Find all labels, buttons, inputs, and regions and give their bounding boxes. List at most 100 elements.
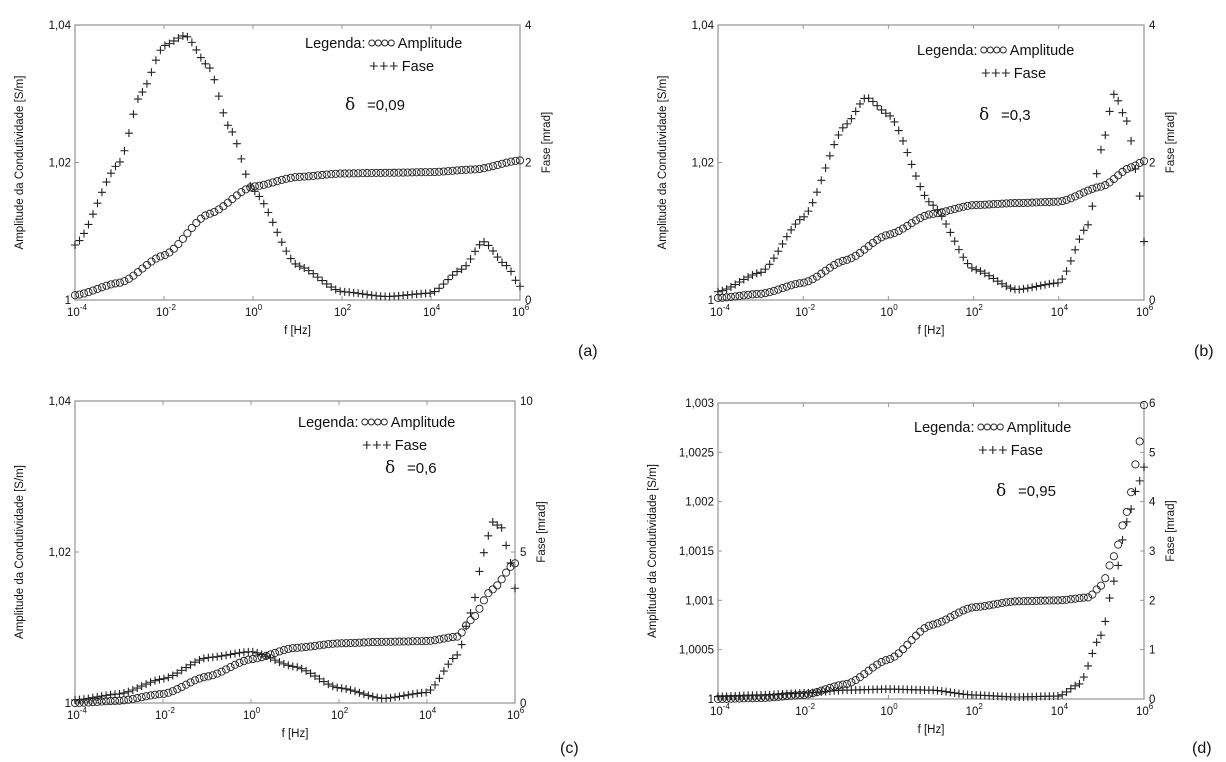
fase-marker [817,176,826,185]
legend-fase-marker [389,62,398,70]
x-axis-label: f [Hz] [918,724,945,736]
fase-marker [228,127,237,136]
fase-marker [954,689,963,698]
amplitude-marker [744,290,753,299]
amplitude-marker [422,637,431,646]
fase-marker [214,92,223,101]
y-right-tick-label: 4 [1149,497,1156,509]
fase-marker [821,163,830,172]
fase-marker [1066,684,1075,693]
fase-marker [453,267,462,276]
legend-fase-marker [382,441,391,449]
legend-fase-label: Fase [395,438,427,454]
fase-marker [142,680,151,689]
fase-marker [899,136,908,145]
y-right-tick-label: 4 [1149,20,1156,32]
amplitude-marker [1062,195,1071,204]
amplitude-marker [959,202,968,211]
amplitude-marker [277,175,286,184]
fase-marker [97,692,106,701]
y-right-tick-label: 6 [1149,398,1155,410]
fase-marker [386,693,395,702]
fase-marker [319,677,328,686]
fase-marker [475,240,484,249]
fase-marker [439,667,448,676]
fase-marker [327,283,336,292]
amplitude-marker [381,168,390,177]
fase-marker [1118,108,1127,117]
y-left-tick-label: 1 [708,295,714,307]
fase-marker [511,584,519,593]
x-tick-label: 106 [507,706,525,722]
amplitude-marker [417,168,426,177]
amplitude-marker [430,167,439,177]
amplitude-marker [488,162,498,171]
amplitude-marker [430,636,440,645]
amplitude-marker [903,221,912,230]
fase-marker [954,245,963,254]
amplitude-marker [328,639,337,648]
amplitude-marker [142,692,151,701]
fase-marker [195,656,204,665]
amplitude-marker [228,194,237,204]
fase-marker [151,676,159,685]
fase-marker [507,267,516,276]
fase-marker [864,94,873,103]
amplitude-marker [511,156,520,165]
fase-marker [444,660,453,669]
amplitude-marker [226,663,235,672]
amplitude-marker [1032,596,1041,605]
y-left-tick-label: 1,04 [49,396,72,408]
fase-marker [1135,192,1144,201]
amplitude-marker [1118,521,1127,530]
amplitude-marker [950,204,959,213]
amplitude-marker [204,672,213,681]
amplitude-marker [471,165,480,174]
amplitude-marker [88,286,98,295]
fase-marker [318,276,327,285]
amplitude-marker [255,181,264,190]
fase-marker [489,246,498,255]
fase-marker [493,521,502,530]
fase-marker [404,690,413,699]
amplitude-marker [1066,194,1075,203]
fase-marker [439,280,448,289]
fase-marker [980,269,989,278]
y-right-tick-label: 2 [1149,158,1155,170]
amplitude-marker [497,575,506,584]
amplitude-marker [124,274,133,283]
fase-marker [502,541,511,550]
fase-marker [313,273,322,282]
fase-marker [253,648,262,657]
amplitude-marker [506,157,516,166]
fase-marker [115,157,124,166]
fase-marker [1084,220,1093,229]
fase-marker [284,661,293,670]
fase-marker [1118,535,1127,544]
amplitude-marker [748,290,757,299]
fase-marker [1114,96,1123,105]
fase-marker [484,241,493,250]
amplitude-marker [1032,198,1041,207]
fase-marker [506,558,515,567]
amplitude-marker [93,284,102,293]
amplitude-marker [259,180,268,189]
fase-marker [182,663,191,672]
amplitude-marker [1019,597,1028,606]
amplitude-marker [147,257,156,266]
fase-marker [192,45,201,54]
amplitude-marker [336,169,345,178]
amplitude-marker [731,292,740,301]
amplitude-marker [1015,198,1024,208]
fase-marker [877,105,886,114]
y-left-tick-label: 1,0025 [679,447,714,459]
amplitude-marker [160,250,169,260]
amplitude-marker [435,167,444,176]
amplitude-marker [453,166,462,175]
amplitude-marker [493,581,502,590]
fase-marker [277,238,286,247]
amplitude-marker [967,603,976,612]
fase-marker [1058,275,1067,284]
legend-amplitude-marker [387,39,395,47]
amplitude-marker [726,292,735,301]
